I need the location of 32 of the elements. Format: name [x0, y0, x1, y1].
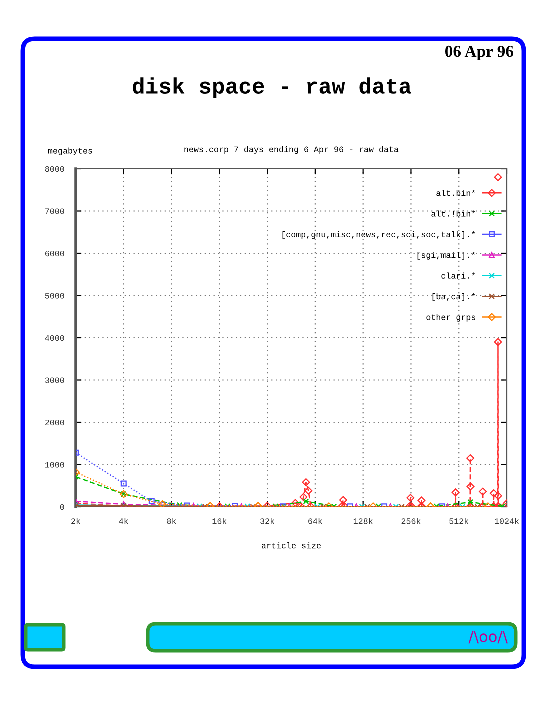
- y-tick-label: 5000: [45, 293, 64, 299]
- chart-subtitle: news.corp 7 days ending 6 Apr 96 - raw data: [184, 146, 399, 154]
- y-tick-label: 1000: [45, 462, 64, 468]
- chart-title: disk space - raw data: [133, 78, 412, 98]
- y-tick-label: 2000: [45, 420, 64, 426]
- x-tick-label: 4k: [119, 518, 128, 524]
- y-tick-label: 0: [60, 504, 64, 510]
- y-tick-label: 7000: [46, 208, 64, 214]
- x-tick-label: 256k: [402, 518, 421, 524]
- text: 06 Apr 96: [445, 46, 514, 61]
- x-axis-title: article size: [262, 542, 321, 549]
- legend-label: clari.*: [442, 272, 476, 279]
- legend-label: alt.!bin*: [432, 210, 476, 217]
- x-tick-label: 512k: [450, 518, 469, 524]
- x-tick-label: 64k: [308, 518, 323, 524]
- y-axis-title: megabytes: [48, 148, 92, 156]
- x-tick-label: 8k: [167, 518, 176, 524]
- y-tick-label: 4000: [45, 335, 64, 342]
- x-tick-label: 32k: [260, 518, 275, 524]
- text: /\oo/\: [468, 631, 508, 644]
- y-tick-label: 8000: [45, 166, 64, 172]
- legend-label: other grps: [426, 314, 476, 322]
- legend-label: alt.bin*: [436, 190, 476, 196]
- x-tick-label: 2k: [72, 518, 81, 524]
- legend-label: [comp,gnu,misc,news,rec,sci,soc,talk].*: [282, 231, 476, 240]
- x-tick-label: 128k: [354, 518, 373, 524]
- legend-label: [ba,ca].*: [432, 293, 476, 302]
- legend-label: [sgi,mail].*: [418, 252, 476, 260]
- y-tick-label: 3000: [45, 378, 64, 384]
- y-tick-label: 6000: [46, 250, 64, 257]
- x-tick-label: 16k: [212, 518, 227, 524]
- x-tick-label: 1024k: [495, 518, 520, 524]
